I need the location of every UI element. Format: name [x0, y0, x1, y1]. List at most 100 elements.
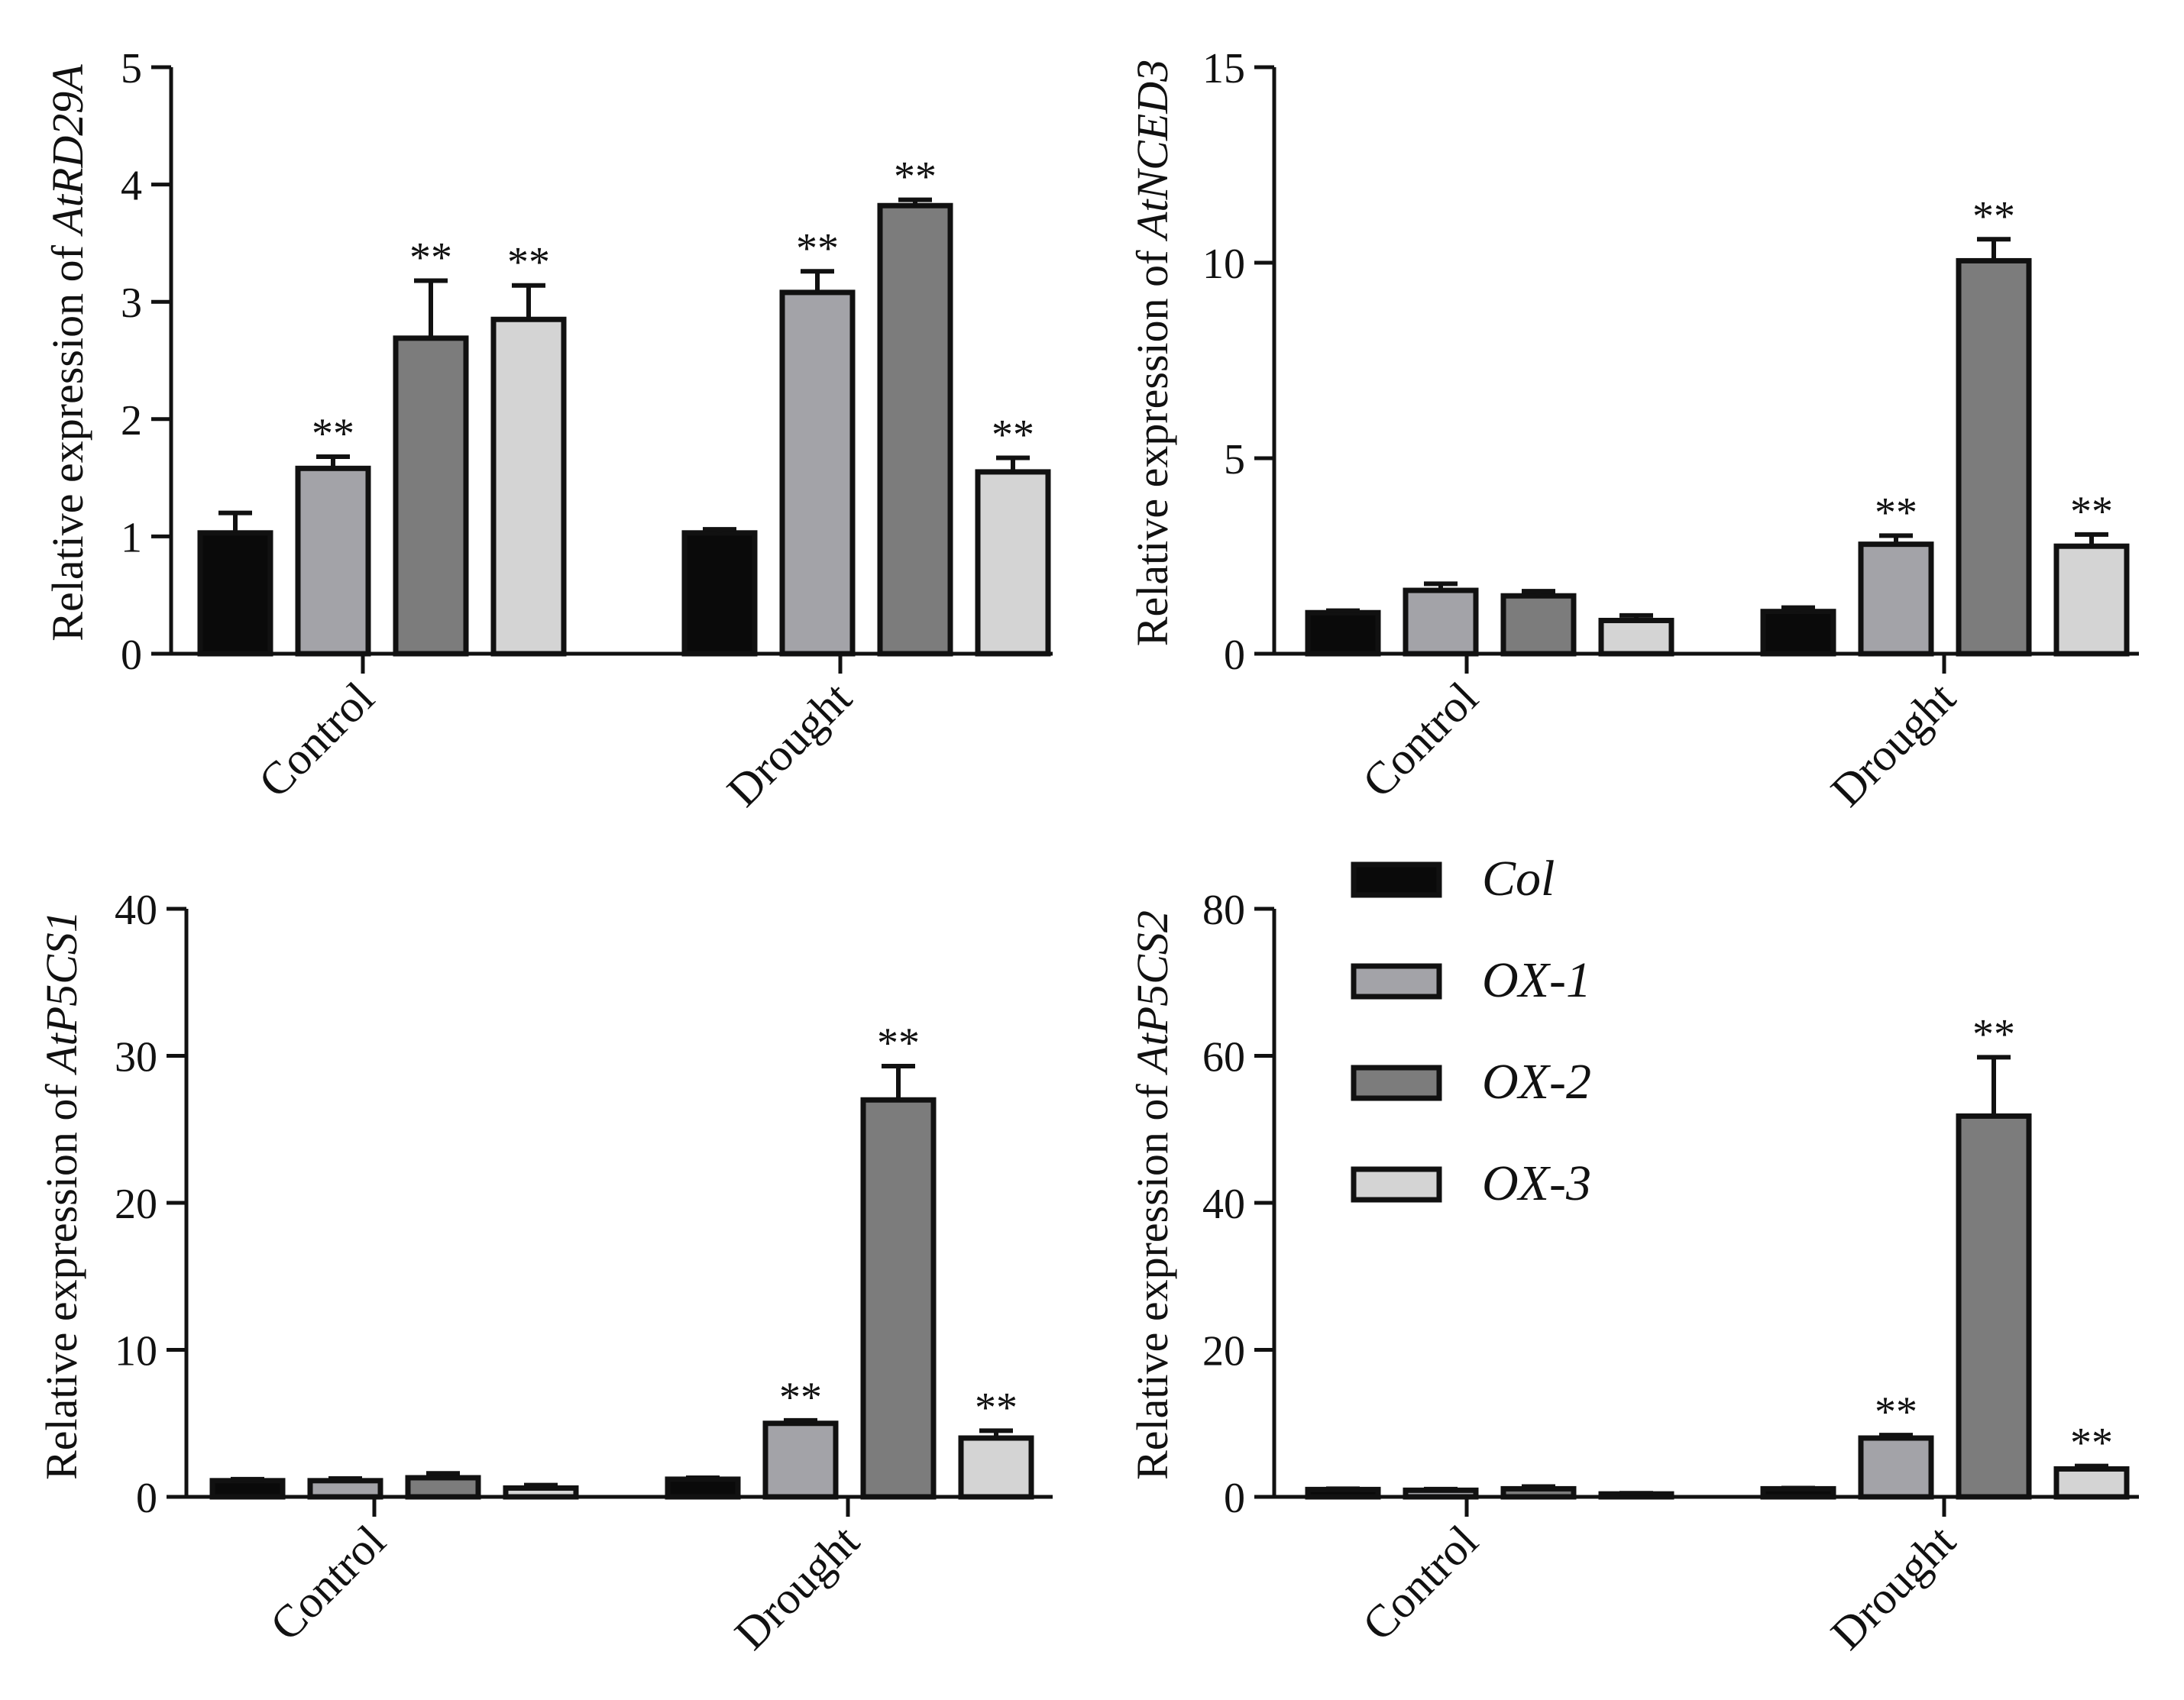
- bar-ox-3-control: [1598, 617, 1674, 657]
- y-axis-title-prefix: Relative expression of: [1128, 239, 1177, 646]
- bar-ox-2-control: [393, 335, 469, 657]
- error-bar: [1619, 1491, 1653, 1496]
- error-bar: [686, 1475, 720, 1480]
- bar-ox-2-drought: [1956, 1113, 2032, 1500]
- significance-mark: **: [312, 410, 354, 457]
- significance-mark: **: [992, 411, 1034, 458]
- bar-ox-1-control: [1403, 587, 1479, 657]
- legend-swatch-ox-3: [1351, 1166, 1442, 1203]
- error-bar: [426, 1471, 460, 1478]
- error-bar: [801, 269, 834, 292]
- legend-label-ox-1: OX-1: [1482, 952, 1591, 1008]
- bar-ox-1-drought: [762, 1420, 839, 1500]
- error-bar: [1424, 581, 1458, 591]
- bar-ox-1-drought: [1858, 1435, 1934, 1500]
- bar-ox-1-control: [307, 1478, 383, 1500]
- y-tick-label: 40: [1202, 1181, 1245, 1228]
- error-bar: [1522, 1484, 1555, 1489]
- x-tick-label-control: Control: [1353, 1516, 1487, 1650]
- error-bar: [2075, 532, 2108, 547]
- bar-col-control: [197, 530, 273, 657]
- legend-item-ox-2: OX-2: [1351, 1054, 1591, 1110]
- bar-ox-1-drought: [1858, 541, 1934, 657]
- bar-ox-2-drought: [1956, 257, 2032, 657]
- bar-ox-2-drought: [860, 1097, 937, 1500]
- y-tick-label: 80: [1202, 887, 1245, 934]
- error-bar: [1326, 608, 1360, 613]
- error-bar: [512, 283, 545, 320]
- y-tick-label: 5: [121, 45, 142, 92]
- y-tick-label: 2: [121, 397, 142, 444]
- panel-atnced3: 0 5 10 15 Relative expression of AtNCED3 Cont…: [1128, 45, 2139, 816]
- y-tick-label: 0: [136, 1475, 157, 1522]
- legend-swatch-col: [1351, 861, 1442, 898]
- y-axis-title-prefix: Relative expression of: [43, 234, 92, 642]
- legend: Col OX-1 OX-2 OX-3: [1351, 851, 1591, 1211]
- y-axis-title: Relative expression of AtP5CS2: [1128, 910, 1177, 1480]
- bar-ox-3-control: [503, 1485, 579, 1500]
- y-axis-title-gene: AtNCED3: [1128, 60, 1177, 242]
- bar-ox-3-drought: [2053, 543, 2130, 657]
- error-bar: [1879, 1433, 1913, 1438]
- x-tick-label-drought: Drought: [1821, 672, 1965, 816]
- y-tick-label: 0: [121, 632, 142, 679]
- significance-mark: **: [1972, 192, 2015, 240]
- legend-label-col: Col: [1482, 851, 1555, 907]
- bar-col-control: [1305, 609, 1381, 657]
- error-bar: [1619, 612, 1653, 621]
- panel-atrd29a: 0 1 2 3 4 5 Relative expression of AtRD29A Cont…: [43, 45, 1053, 816]
- significance-mark: **: [2070, 1420, 2113, 1467]
- y-tick-label: 20: [115, 1181, 157, 1228]
- y-tick-label: 40: [115, 887, 157, 934]
- error-bar: [979, 1428, 1013, 1438]
- y-tick-label: 0: [1224, 1475, 1245, 1522]
- y-tick-label: 10: [115, 1328, 157, 1375]
- bar-ox-2-control: [405, 1475, 481, 1500]
- error-bar: [1781, 605, 1815, 612]
- significance-mark: **: [975, 1384, 1018, 1431]
- y-axis-title-gene: AtP5CS2: [1128, 910, 1177, 1076]
- error-bar: [524, 1482, 558, 1488]
- y-axis-title: Relative expression of AtRD29A: [43, 64, 92, 642]
- bar-ox-3-drought: [958, 1435, 1034, 1500]
- y-axis-title: Relative expression of AtNCED3: [1128, 60, 1177, 646]
- error-bar: [1326, 1486, 1360, 1492]
- significance-mark: **: [894, 154, 937, 201]
- significance-mark: **: [409, 234, 452, 282]
- legend-item-ox-1: OX-1: [1351, 952, 1591, 1008]
- legend-item-ox-3: OX-3: [1351, 1155, 1591, 1211]
- bar-ox-2-control: [1500, 593, 1577, 657]
- y-axis-title-gene: AtP5CS1: [37, 910, 86, 1076]
- significance-mark: **: [877, 1020, 920, 1067]
- y-tick-label: 0: [1224, 632, 1245, 679]
- bar-ox-3-drought: [2053, 1466, 2130, 1500]
- legend-swatch-ox-2: [1351, 1065, 1442, 1101]
- significance-mark: **: [1875, 1388, 1917, 1436]
- error-bar: [1879, 533, 1913, 545]
- error-bar: [1977, 237, 2011, 261]
- y-tick-label: 10: [1202, 241, 1245, 288]
- significance-mark: **: [1972, 1010, 2015, 1058]
- error-bar: [1522, 589, 1555, 596]
- y-tick-label: 30: [115, 1034, 157, 1081]
- bar-ox-2-drought: [877, 202, 953, 657]
- panel-atp5cs1: 0 10 20 30 40 Relative expression of AtP5CS1 C…: [37, 887, 1053, 1660]
- y-tick-label: 20: [1202, 1328, 1245, 1375]
- legend-swatch-ox-1: [1351, 963, 1442, 1000]
- y-tick-label: 15: [1202, 45, 1245, 92]
- x-tick-label-drought: Drought: [725, 1515, 869, 1659]
- x-tick-label-drought: Drought: [717, 672, 861, 816]
- error-bar: [784, 1417, 817, 1424]
- error-bar: [414, 278, 448, 338]
- x-tick-label-control: Control: [249, 673, 383, 807]
- bar-ox-3-drought: [975, 469, 1051, 657]
- y-tick-label: 5: [1224, 436, 1245, 483]
- y-tick-label: 3: [121, 280, 142, 327]
- significance-mark: **: [1875, 489, 1917, 536]
- error-bar: [316, 454, 350, 469]
- y-axis-title-gene: AtRD29A: [43, 64, 92, 238]
- y-axis-title-prefix: Relative expression of: [1128, 1073, 1177, 1480]
- bar-col-control: [209, 1478, 286, 1500]
- y-tick-label: 1: [121, 514, 142, 561]
